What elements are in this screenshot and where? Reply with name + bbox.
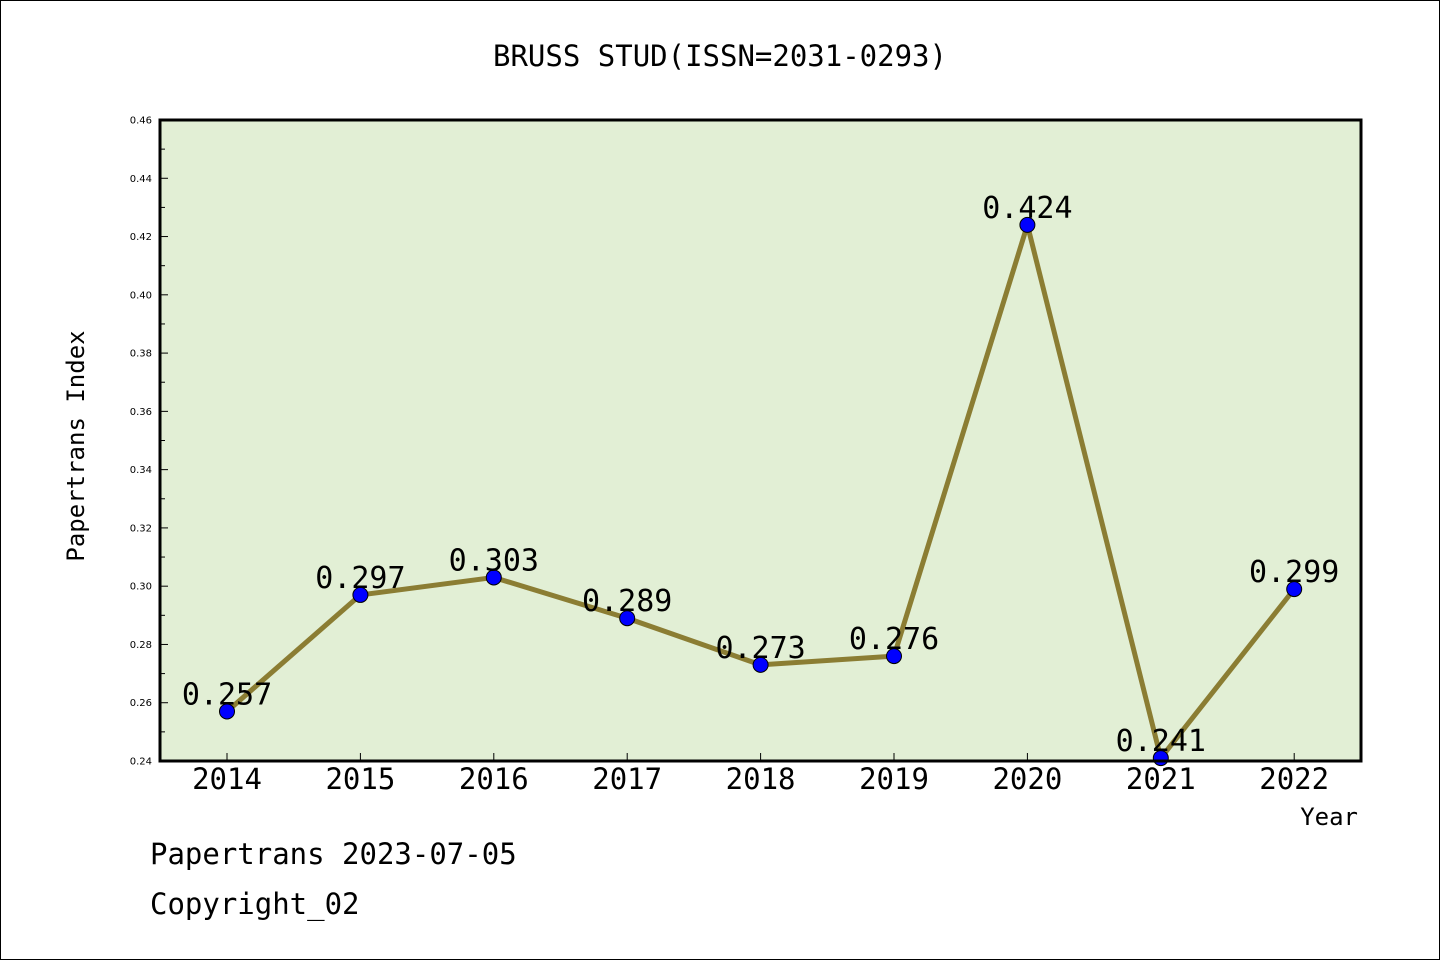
plot-area [160,120,1361,761]
y-tick-label: 0.46 [130,116,152,127]
data-label: 0.424 [982,191,1072,226]
y-tick-label: 0.32 [130,523,152,534]
data-label: 0.303 [449,543,539,578]
y-tick-label: 0.28 [130,640,152,651]
x-tick-label: 2020 [992,762,1062,796]
data-labels: 0.257 0.297 0.303 0.289 0.273 0.276 0.424 0.241… [182,191,1340,759]
data-label: 0.289 [582,584,672,619]
x-axis-title: Year [1300,803,1358,831]
y-tick-label: 0.36 [130,407,152,418]
data-point [219,703,235,720]
data-label: 0.276 [849,622,939,657]
data-point [1019,216,1036,233]
x-tick-label: 2017 [592,762,662,796]
x-tick-label: 2018 [726,762,796,796]
x-tick-label: 2015 [325,762,395,796]
y-tick-label: 0.38 [130,349,152,360]
x-tick-label: 2022 [1259,762,1329,796]
x-tick-label: 2019 [859,762,929,796]
data-point [352,586,369,603]
data-point [619,610,636,627]
data-point [752,656,769,673]
plot-border [158,118,1363,763]
data-label: 0.297 [315,561,405,596]
data-label: 0.241 [1116,724,1206,759]
x-tick-label: 2016 [459,762,529,796]
data-label: 0.299 [1249,555,1339,590]
data-point [886,648,902,665]
y-axis-title: Papertrans Index [62,330,90,561]
data-point [1286,581,1303,598]
y-tick-label: 0.34 [130,465,152,476]
x-tick-label: 2014 [192,762,262,796]
y-tick-label: 0.42 [130,232,152,243]
y-tick-label: 0.26 [130,698,152,709]
footer-date: Papertrans 2023-07-05 [150,837,517,871]
y-tick-label: 0.44 [130,174,152,185]
data-label: 0.273 [715,631,805,666]
data-label: 0.257 [182,677,272,712]
x-axis: 2014 2015 2016 2017 2018 2019 2020 2021 2022 [192,753,1329,796]
y-tick-label: 0.40 [130,290,152,301]
x-tick-label: 2021 [1126,762,1196,796]
chart-title: BRUSS STUD(ISSN=2031-0293) [493,39,947,73]
footer-copyright: Copyright_02 [150,887,360,922]
y-tick-label: 0.24 [130,757,152,768]
data-point [485,569,502,586]
y-tick-label: 0.30 [130,582,152,593]
